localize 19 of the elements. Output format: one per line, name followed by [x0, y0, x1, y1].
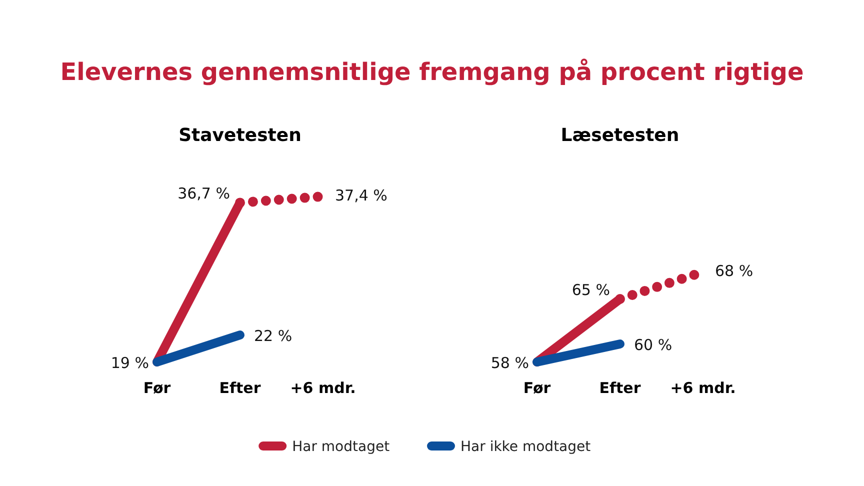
- chart-title: Læsetesten: [560, 125, 680, 146]
- legend-label: Har modtaget: [292, 439, 390, 455]
- data-label: 60 %: [634, 336, 672, 354]
- data-label: 36,7 %: [178, 184, 230, 203]
- x-tick-label: Efter: [219, 379, 262, 397]
- legend-label: Har ikke modtaget: [460, 439, 592, 455]
- data-label: 65 %: [572, 281, 610, 299]
- text: Elevernes gennemsnitlige fremgang på procent rigtige: [60, 58, 804, 86]
- x-tick-label: +6 mdr.: [290, 379, 356, 397]
- data-label: 22 %: [254, 327, 292, 345]
- x-tick-label: +6 mdr.: [670, 379, 736, 397]
- chart-title: Stavetesten: [178, 125, 302, 146]
- data-label: 58 %: [490, 354, 529, 372]
- data-label: 37,4 %: [335, 186, 388, 204]
- x-tick-label: Før: [143, 379, 172, 397]
- x-tick-label: Før: [523, 379, 552, 397]
- data-label: 68 %: [715, 262, 754, 280]
- x-tick-label: Efter: [599, 379, 642, 397]
- data-label: 19 %: [110, 354, 149, 372]
